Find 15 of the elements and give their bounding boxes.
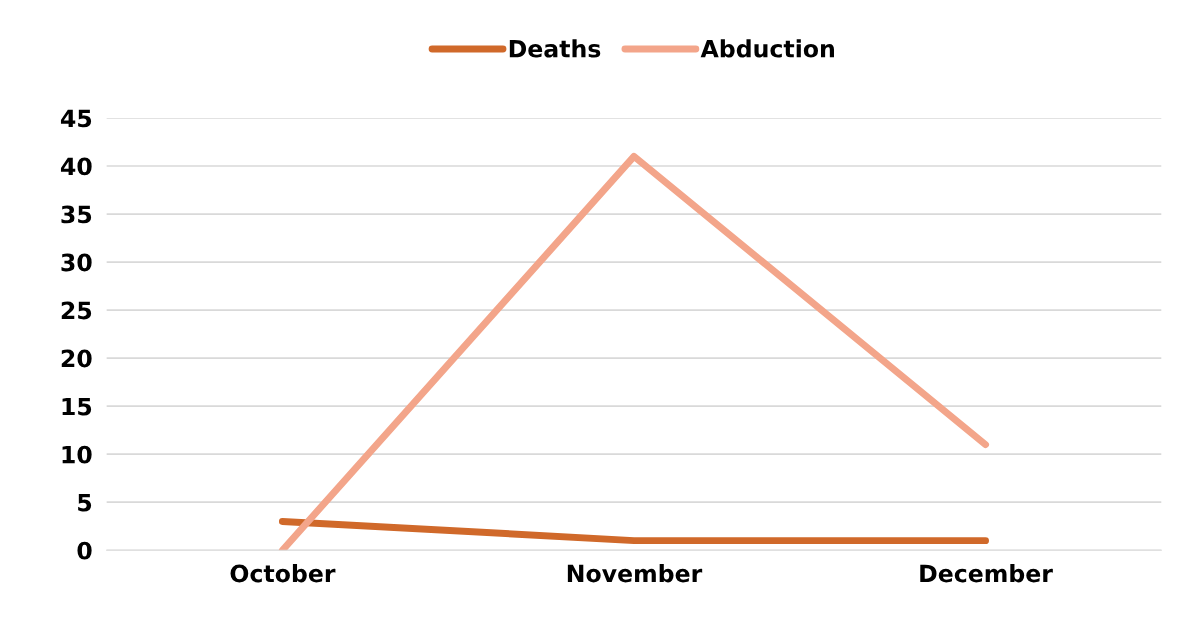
legend-label: Abduction: [700, 39, 834, 58]
y-tick-label: 0: [77, 541, 92, 560]
y-tick-label: 30: [61, 253, 92, 272]
legend-label: Deaths: [509, 39, 601, 58]
y-tick-label: 15: [62, 397, 92, 416]
y-tick-label: 10: [62, 445, 92, 464]
y-tick-label: 5: [78, 493, 92, 512]
y-tick-label: 45: [60, 109, 92, 128]
y-tick-label: 25: [61, 301, 92, 320]
y-tick-label: 20: [61, 349, 92, 368]
x-tick-label: November: [567, 564, 703, 583]
x-tick-label: October: [230, 564, 336, 583]
x-tick-label: December: [920, 564, 1053, 583]
y-tick-label: 35: [61, 205, 92, 224]
y-tick-label: 40: [60, 157, 92, 176]
